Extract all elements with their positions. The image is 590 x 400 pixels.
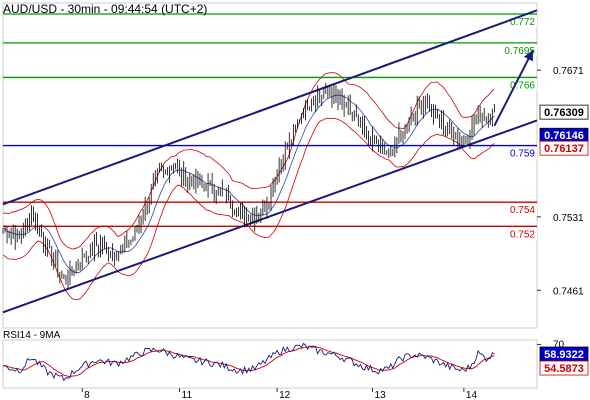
level-label-bg [509, 44, 537, 56]
level-label: 0.766 [510, 80, 535, 91]
price-label-box [539, 104, 589, 120]
level-label: 0.7695 [504, 46, 535, 57]
chart-title: AUD/USD - 30min - 09:44:54 (UTC+2) [3, 2, 207, 16]
price-tick-label: 0.7531 [553, 213, 584, 224]
rsi-tick-label: 70 [553, 339, 565, 350]
rsi-label-box [539, 360, 589, 376]
price-label-text: 0.76146 [544, 130, 584, 142]
level-label-bg [509, 147, 537, 159]
rsi-label-text: 54.5873 [544, 363, 584, 375]
price-label-text: 0.76137 [544, 143, 584, 155]
bollinger-upper-line [2, 72, 495, 250]
level-label: 0.759 [510, 149, 535, 160]
rsi-frame [2, 339, 538, 389]
x-tick-label: 11 [182, 390, 193, 400]
price-frame [2, 2, 538, 329]
level-label-bg [509, 228, 537, 240]
forecast-arrow-line [493, 49, 534, 127]
level-label-bg [509, 79, 537, 91]
moving-average-line [2, 94, 495, 274]
price-label-text: 0.76309 [544, 107, 584, 119]
channel-lower-line [2, 119, 538, 314]
x-tick-label: 14 [466, 390, 478, 400]
price-tick-label: 0.7461 [553, 286, 584, 297]
level-label: 0.772 [510, 17, 535, 28]
price-label-box [539, 140, 589, 156]
rsi-label-text: 58.9322 [544, 349, 584, 361]
level-label-bg [509, 204, 537, 216]
level-label: 0.754 [510, 205, 535, 216]
channel-upper-line [2, 9, 538, 206]
x-tick-label: 12 [279, 390, 291, 400]
level-label-bg [509, 16, 537, 28]
price-tick-label: 0.7671 [553, 66, 584, 77]
x-tick-label: 8 [84, 390, 90, 400]
rsi-ma-line [2, 345, 495, 378]
forecast-arrow-head [523, 50, 533, 62]
rsi-title: RSI14 - 9MA [3, 330, 61, 341]
x-tick-label: 13 [375, 390, 387, 400]
rsi-line [2, 342, 495, 382]
level-label: 0.752 [510, 229, 535, 240]
